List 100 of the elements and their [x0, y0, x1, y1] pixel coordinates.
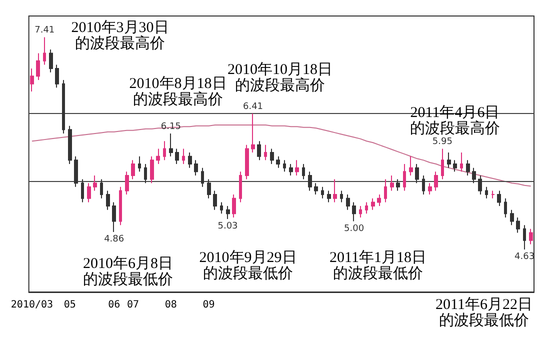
candlestick: [472, 167, 476, 184]
candlestick: [156, 148, 160, 165]
candlestick: [327, 190, 331, 203]
candlestick: [49, 48, 53, 73]
candlestick: [251, 113, 255, 154]
candlestick: [239, 171, 242, 203]
candlestick: [188, 152, 192, 168]
candlestick: [295, 160, 299, 176]
candlestick: [144, 164, 147, 184]
annotation: 2010年8月18日: [129, 75, 227, 92]
x-tick-label: 06: [108, 300, 120, 310]
candlestick: [220, 202, 223, 214]
candlestick: [365, 202, 368, 214]
x-tick-label: 08: [164, 300, 177, 310]
x-tick-label: 07: [127, 300, 140, 310]
candlestick: [87, 182, 91, 203]
candlestick: [346, 194, 350, 210]
candlestick: [169, 132, 173, 157]
candlestick: [441, 148, 444, 180]
candlestick: [182, 148, 185, 165]
candlestick: [384, 178, 387, 203]
candlestick: [390, 174, 394, 192]
annotation: 的波段最高价: [133, 91, 223, 108]
candlestick: [422, 174, 425, 196]
text: 的波段最低价: [83, 271, 173, 288]
annotation: 6.41: [242, 102, 264, 112]
candlestick: [491, 190, 495, 199]
text: 2010年3月30日: [71, 19, 169, 36]
candlestick: [504, 198, 507, 218]
text: 2010年6月8日: [83, 255, 173, 272]
candlestick: [100, 178, 103, 199]
candlestick: [213, 190, 217, 210]
candlestick: [314, 182, 318, 196]
candlestick: [403, 164, 406, 192]
text: 的波段最低价: [333, 265, 423, 282]
candlestick: [352, 202, 356, 222]
candlestick: [497, 190, 501, 207]
candlestick: [409, 156, 413, 176]
candlestick: [359, 206, 362, 218]
candlestick: [62, 80, 65, 134]
candlestick: [460, 152, 463, 172]
annotation: 的波段最高价: [235, 77, 325, 94]
candlestick: [93, 174, 97, 192]
annotation: 4.86: [104, 234, 124, 244]
candlestick: [428, 182, 432, 196]
annotation: 5.00: [344, 224, 364, 234]
x-tick-label: 05: [64, 300, 76, 310]
candlestick: [55, 64, 59, 88]
candlestick: [138, 156, 141, 172]
candlestick: [106, 190, 110, 210]
candlestick: [43, 36, 46, 66]
candlestick: [226, 206, 230, 220]
text: 的波段最低价: [439, 312, 529, 329]
candlestick: [302, 164, 305, 180]
candlestick: [125, 171, 129, 196]
candlestick: [232, 194, 236, 218]
candlestick: [119, 186, 122, 226]
candlestick: [175, 148, 179, 165]
candlestick: [150, 156, 154, 184]
candlestick: [207, 178, 211, 199]
candlestick: [453, 160, 457, 172]
candlestick: [81, 178, 84, 203]
candlestick: [289, 164, 293, 176]
candlestick: [163, 140, 166, 161]
x-tick-label: 09: [202, 300, 215, 310]
candlestick: [447, 152, 451, 168]
annotation: 的波段最高价: [75, 35, 165, 52]
candlestick: [68, 125, 72, 165]
annotation: 的波段最高价: [410, 120, 500, 137]
candlestick: [510, 209, 514, 226]
candlestick: [529, 228, 533, 245]
text: 2010年9月29日: [199, 249, 297, 266]
candlestick: [415, 164, 419, 184]
candlestick: [257, 140, 261, 161]
candlestick: [371, 198, 375, 210]
candlestick: [112, 202, 116, 232]
candlestick: [321, 186, 324, 199]
candlestick: [523, 224, 526, 250]
annotation: 5.95: [432, 137, 452, 148]
candlestick: [466, 160, 470, 176]
candlestick: [270, 148, 274, 165]
candlestick: [131, 160, 135, 180]
candlestick: [245, 144, 249, 180]
annotation: 4.63: [514, 252, 535, 262]
annotation: 7.41: [34, 26, 55, 36]
text: 的波段最低价: [203, 265, 293, 282]
candlestick: [74, 156, 78, 188]
candlestick: [516, 216, 520, 234]
candlestick: [36, 52, 40, 80]
candlestick: [434, 171, 438, 192]
candlestick: [485, 186, 488, 199]
candlestick: [283, 160, 286, 172]
candlestick: [377, 194, 381, 207]
candlestick: [308, 171, 312, 192]
candlestick: [333, 178, 337, 203]
annotation: 5.03: [218, 221, 238, 232]
candlestick: [30, 68, 34, 92]
candlestick: [194, 160, 198, 176]
text: 2011年1月18日: [330, 249, 426, 266]
text: 2011年6月22日: [436, 296, 532, 313]
